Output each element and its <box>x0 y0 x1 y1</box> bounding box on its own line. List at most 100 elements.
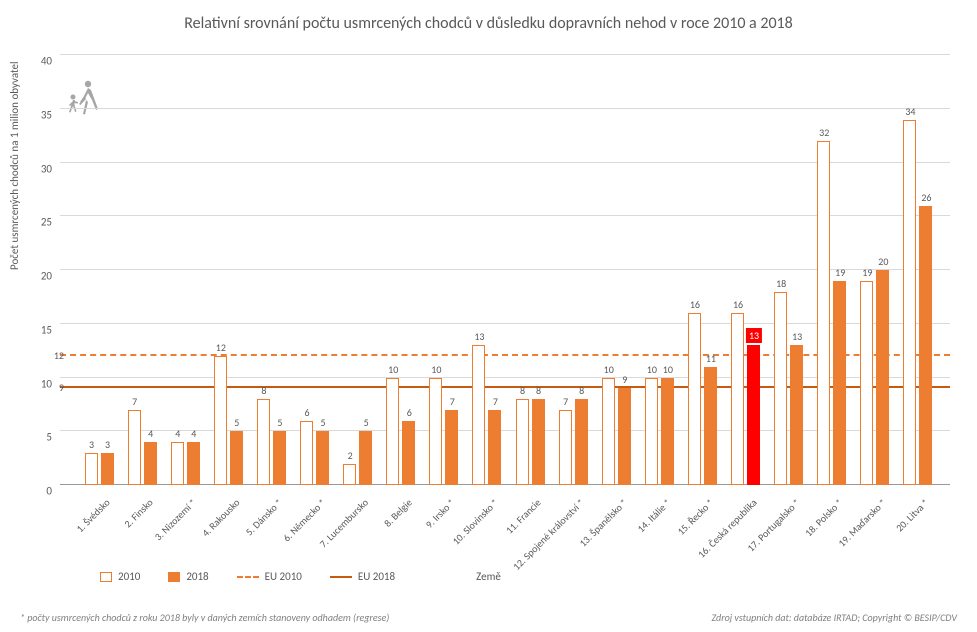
bar-2010 <box>472 345 485 485</box>
chart-title: Relativní srovnání počtu usmrcených chod… <box>0 0 977 33</box>
bar-2018-label-highlight: 13 <box>746 328 762 343</box>
x-label: 15. Řecko * <box>674 496 716 538</box>
bar-2018 <box>532 399 545 485</box>
bar-2018-label: 11 <box>701 352 721 365</box>
y-tick: 15 <box>41 323 52 336</box>
bar-2018 <box>144 442 157 485</box>
bar-2018 <box>575 399 588 485</box>
y-tick: 20 <box>41 270 52 283</box>
footnote-right: Zdroj vstupních dat: databáze IRTAD; Cop… <box>711 611 957 624</box>
bar-2018 <box>273 431 286 485</box>
bar-2010-label: 10 <box>426 363 446 376</box>
bar-2010-label: 7 <box>125 395 145 408</box>
y-tick: 30 <box>41 162 52 175</box>
bar-2018 <box>402 421 415 486</box>
chart-container: Relativní srovnání počtu usmrcených chod… <box>0 0 977 632</box>
legend-item-2010: 2010 <box>100 570 140 583</box>
x-label: 8. Belgie <box>381 496 415 530</box>
y-tick: 35 <box>41 108 52 121</box>
bar-2018-label: 19 <box>830 266 850 279</box>
bar-2010-label: 32 <box>814 126 834 139</box>
x-label: 4. Rakousko <box>199 496 242 539</box>
bar-2010 <box>731 313 744 485</box>
bar-2018-label: 8 <box>572 384 592 397</box>
bar-2010-label: 18 <box>771 277 791 290</box>
y-axis: 0510152025303540 <box>0 55 60 485</box>
legend-item-eu2010: EU 2010 <box>237 570 302 583</box>
bar-2018-label: 7 <box>485 395 505 408</box>
bar-2018-label: 5 <box>270 416 290 429</box>
eu-2010-line-label: 12 <box>50 349 64 362</box>
bar-2010 <box>559 410 572 485</box>
bar-2018 <box>359 431 372 485</box>
bar-2018-label: 5 <box>356 416 376 429</box>
bar-2018 <box>919 206 932 486</box>
bar-2018-label: 7 <box>442 395 462 408</box>
bar-2018-label: 26 <box>916 191 936 204</box>
y-tick: 25 <box>41 216 52 229</box>
x-label: 3. Nizozemí * <box>152 496 199 543</box>
bar-2018-label: 3 <box>98 438 118 451</box>
bar-2018 <box>876 270 889 485</box>
legend-label-2010: 2010 <box>118 570 140 583</box>
bar-2010 <box>429 378 442 486</box>
eu-2018-line-label: 9 <box>50 381 64 394</box>
bar-2018-label: 13 <box>787 330 807 343</box>
bar-2018 <box>704 367 717 485</box>
bar-2010-label: 16 <box>728 298 748 311</box>
y-tick: 0 <box>46 485 52 498</box>
x-label: 9. Irsko * <box>423 496 458 531</box>
swatch-2010 <box>100 572 112 582</box>
legend-item-2018: 2018 <box>168 570 208 583</box>
bar-2010 <box>516 399 529 485</box>
bar-2010 <box>386 378 399 486</box>
gridline <box>60 108 950 109</box>
bar-2010 <box>645 378 658 486</box>
bar-2010-label: 12 <box>211 341 231 354</box>
bar-2010-label: 16 <box>685 298 705 311</box>
x-label: 1. Švédsko <box>74 496 113 535</box>
bar-2010 <box>774 292 787 486</box>
bar-2010 <box>602 378 615 486</box>
gridline <box>60 54 950 55</box>
x-label: 20. Litva * <box>893 496 931 534</box>
x-label: 11. Francie <box>503 496 544 537</box>
bar-2010 <box>171 442 184 485</box>
y-tick: 5 <box>46 431 52 444</box>
bar-2018-label: 4 <box>141 427 161 440</box>
bar-2018-label: 20 <box>873 255 893 268</box>
bar-2018 <box>488 410 501 485</box>
bar-2010 <box>688 313 701 485</box>
x-label: 18. Polsko * <box>802 496 845 539</box>
bar-2010 <box>85 453 98 485</box>
legend-label-2018: 2018 <box>186 570 208 583</box>
legend-label-eu2010: EU 2010 <box>265 570 302 583</box>
bar-2018 <box>618 388 631 485</box>
swatch-eu2010 <box>237 576 259 578</box>
bar-2010-label: 13 <box>469 330 489 343</box>
y-tick: 40 <box>41 55 52 68</box>
bar-2010 <box>903 120 916 486</box>
bar-2010 <box>817 141 830 485</box>
bar-2018 <box>833 281 846 485</box>
bar-2010 <box>300 421 313 486</box>
bar-2018-label: 5 <box>313 416 333 429</box>
bar-2018 <box>101 453 114 485</box>
bar-2018 <box>445 410 458 485</box>
bar-2018-label: 8 <box>529 384 549 397</box>
bar-2018-label: 10 <box>658 363 678 376</box>
bar-2018 <box>661 378 674 486</box>
bar-2018-label: 6 <box>399 406 419 419</box>
bar-2010 <box>257 399 270 485</box>
legend-item-eu2018: EU 2018 <box>330 570 395 583</box>
bar-2010-label: 8 <box>254 384 274 397</box>
bar-2010 <box>128 410 141 485</box>
bar-2018 <box>790 345 803 485</box>
plot-area: 1293374441258565251061071378878109101016… <box>60 55 950 485</box>
x-label: 2. Finsko <box>122 496 156 530</box>
x-label: 5. Dánsko * <box>243 496 285 538</box>
footnote-left: * počty usmrcených chodců z roku 2018 by… <box>20 611 389 624</box>
swatch-eu2018 <box>330 576 352 578</box>
bar-2010-label: 34 <box>900 105 920 118</box>
legend-label-eu2018: EU 2018 <box>358 570 395 583</box>
